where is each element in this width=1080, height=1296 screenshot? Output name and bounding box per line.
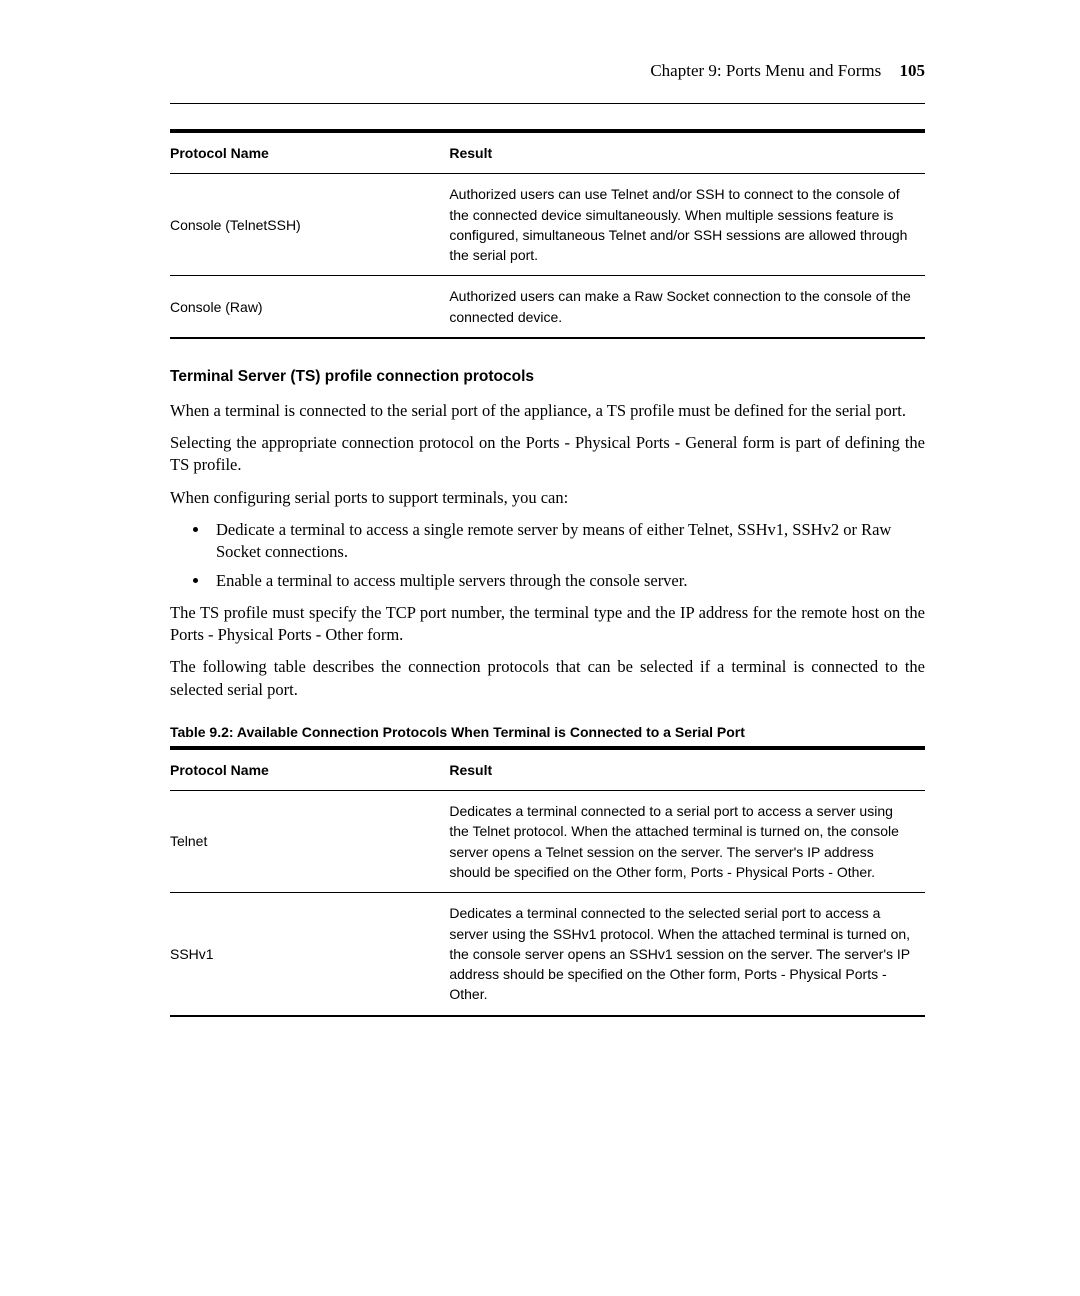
- list-item: Dedicate a terminal to access a single r…: [210, 519, 925, 564]
- protocol-result-cell: Dedicates a terminal connected to the se…: [449, 893, 925, 1016]
- protocol-name-cell: Console (Raw): [170, 276, 449, 338]
- protocols-table-1: Protocol Name Result Console (TelnetSSH)…: [170, 129, 925, 339]
- page: Chapter 9: Ports Menu and Forms 105 Prot…: [0, 0, 1080, 1296]
- chapter-label: Chapter 9: Ports Menu and Forms: [650, 61, 881, 80]
- protocol-name-cell: Console (TelnetSSH): [170, 174, 449, 276]
- page-header: Chapter 9: Ports Menu and Forms 105: [170, 60, 925, 104]
- table-row: Telnet Dedicates a terminal connected to…: [170, 791, 925, 893]
- protocol-result-cell: Authorized users can use Telnet and/or S…: [449, 174, 925, 276]
- table-header-protocol-name: Protocol Name: [170, 131, 449, 174]
- bullet-list: Dedicate a terminal to access a single r…: [170, 519, 925, 592]
- table-caption: Table 9.2: Available Connection Protocol…: [170, 723, 925, 742]
- body-paragraph: When configuring serial ports to support…: [170, 487, 925, 509]
- protocol-name-cell: SSHv1: [170, 893, 449, 1016]
- protocols-table-2: Protocol Name Result Telnet Dedicates a …: [170, 746, 925, 1017]
- table-header-result: Result: [449, 131, 925, 174]
- body-paragraph: The following table describes the connec…: [170, 656, 925, 701]
- section-heading: Terminal Server (TS) profile connection …: [170, 367, 925, 388]
- body-paragraph: When a terminal is connected to the seri…: [170, 400, 925, 422]
- list-item: Enable a terminal to access multiple ser…: [210, 570, 925, 592]
- protocol-name-cell: Telnet: [170, 791, 449, 893]
- protocol-result-cell: Dedicates a terminal connected to a seri…: [449, 791, 925, 893]
- table-row: SSHv1 Dedicates a terminal connected to …: [170, 893, 925, 1016]
- table-header-protocol-name: Protocol Name: [170, 748, 449, 791]
- protocol-result-cell: Authorized users can make a Raw Socket c…: [449, 276, 925, 338]
- body-paragraph: The TS profile must specify the TCP port…: [170, 602, 925, 647]
- page-number: 105: [900, 61, 926, 80]
- table-row: Console (Raw) Authorized users can make …: [170, 276, 925, 338]
- table-row: Console (TelnetSSH) Authorized users can…: [170, 174, 925, 276]
- table-header-result: Result: [449, 748, 925, 791]
- body-paragraph: Selecting the appropriate connection pro…: [170, 432, 925, 477]
